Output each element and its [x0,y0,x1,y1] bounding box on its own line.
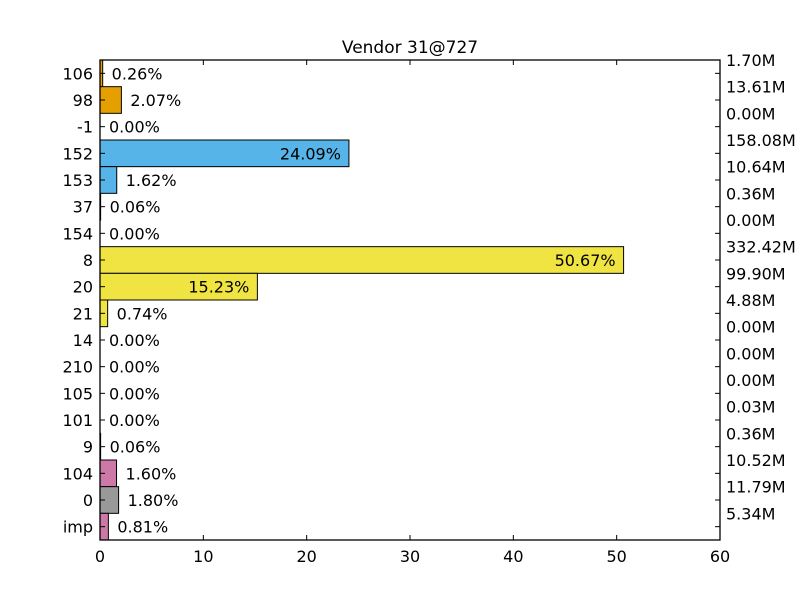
value-label: 0.00% [109,118,160,137]
category-label: 37 [73,198,93,217]
right-label: 332.42M [726,238,796,257]
x-tick-label: 30 [400,547,420,566]
value-label: 0.26% [112,64,163,83]
right-label: 0.00M [726,211,775,230]
right-label: 13.61M [726,78,786,97]
value-label: 24.09% [280,144,341,163]
right-label: 10.52M [726,451,786,470]
category-label: 152 [62,144,93,163]
value-label: 0.00% [109,358,160,377]
x-tick-label: 20 [296,547,316,566]
value-label: 1.80% [128,491,179,510]
right-label: 99.90M [726,264,786,283]
category-label: 106 [62,64,93,83]
value-label: 0.74% [117,304,168,323]
value-label: 1.62% [126,171,177,190]
right-label: 0.36M [726,424,775,443]
value-label: 0.06% [110,198,161,217]
bar-8 [99,246,625,274]
value-label: 0.00% [109,331,160,350]
category-label: 8 [83,251,93,270]
category-label: 210 [62,358,93,377]
category-label: 105 [62,384,93,403]
right-label: 4.88M [726,291,775,310]
value-label: 0.00% [109,411,160,430]
x-tick-label: 0 [95,547,105,566]
category-label: 98 [73,91,93,110]
category-label: 104 [62,464,93,483]
category-label: 9 [83,438,93,457]
value-label: 2.07% [130,91,181,110]
right-label: 5.34M [726,504,775,523]
value-label: 0.81% [117,518,168,537]
right-label: 0.00M [726,104,775,123]
category-label: 14 [73,331,93,350]
category-label: 0 [83,491,93,510]
category-label: 153 [62,171,93,190]
value-label: 0.00% [109,224,160,243]
value-label: 15.23% [188,278,249,297]
right-label: 1.70M [726,51,775,70]
category-label: 20 [73,278,93,297]
right-label: 0.36M [726,184,775,203]
x-tick-label: 40 [503,547,523,566]
category-label: 101 [62,411,93,430]
right-label: 158.08M [726,131,796,150]
right-label: 0.00M [726,344,775,363]
right-label: 11.79M [726,478,786,497]
category-label: -1 [77,118,93,137]
value-label: 0.00% [109,384,160,403]
x-tick-label: 10 [193,547,213,566]
right-label: 0.00M [726,318,775,337]
category-label: 21 [73,304,93,323]
right-label: 0.00M [726,371,775,390]
bar-152 [99,139,350,168]
chart-title: Vendor 31@727 [342,38,478,58]
category-label: imp [63,518,93,537]
bar-20 [99,272,258,301]
value-label: 1.60% [126,464,177,483]
value-label: 0.06% [110,438,161,457]
category-label: 154 [62,224,93,243]
value-label: 50.67% [555,251,616,270]
right-label: 10.64M [726,158,786,177]
right-label: 0.03M [726,398,775,417]
x-tick-label: 60 [710,547,730,566]
x-tick-label: 50 [606,547,626,566]
